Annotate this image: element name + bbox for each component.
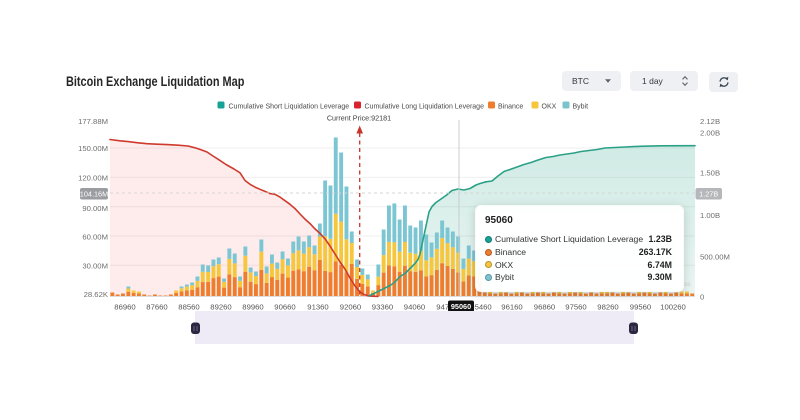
svg-text:150.00M: 150.00M	[78, 144, 108, 153]
svg-text:1.27B: 1.27B	[699, 189, 718, 198]
svg-text:Cumulative Long Liquidation Le: Cumulative Long Liquidation Leverage	[365, 103, 485, 110]
svg-text:120.00M: 120.00M	[78, 173, 108, 182]
svg-text:87660: 87660	[146, 303, 167, 312]
svg-text:89260: 89260	[210, 303, 231, 312]
svg-text:95460: 95460	[470, 303, 491, 312]
svg-text:2.00B: 2.00B	[700, 128, 720, 137]
svg-text:Cumulative Short Liquidation L: Cumulative Short Liquidation Leverage	[229, 103, 350, 110]
svg-text:100260: 100260	[660, 303, 686, 312]
svg-text:90.00M: 90.00M	[82, 204, 108, 213]
svg-text:96160: 96160	[501, 303, 522, 312]
svg-text:60.00M: 60.00M	[82, 232, 108, 241]
svg-text:177.88M: 177.88M	[78, 117, 108, 126]
svg-text:1.50B: 1.50B	[700, 169, 720, 178]
svg-text:90660: 90660	[274, 303, 295, 312]
svg-text:Bybit: Bybit	[573, 103, 589, 110]
svg-text:94760: 94760	[436, 303, 457, 312]
svg-text:94060: 94060	[404, 303, 425, 312]
svg-text:97560: 97560	[565, 303, 586, 312]
svg-text:Current Price:92181: Current Price:92181	[327, 114, 391, 123]
svg-text:88560: 88560	[178, 303, 199, 312]
svg-text:2.12B: 2.12B	[700, 117, 720, 126]
svg-text:89960: 89960	[242, 303, 263, 312]
svg-text:28.62K: 28.62K	[84, 290, 109, 299]
svg-text:Binance: Binance	[498, 103, 523, 110]
svg-text:0: 0	[700, 292, 704, 301]
svg-text:91360: 91360	[307, 303, 328, 312]
svg-text:500.00M: 500.00M	[700, 252, 730, 261]
svg-text:OKX: OKX	[542, 103, 557, 110]
svg-text:93360: 93360	[372, 303, 393, 312]
svg-text:104.16M: 104.16M	[80, 189, 108, 198]
svg-text:ss: ss	[684, 281, 691, 288]
svg-text:86960: 86960	[114, 303, 135, 312]
svg-text:96860: 96860	[534, 303, 555, 312]
svg-text:99560: 99560	[630, 303, 651, 312]
svg-text:1.00B: 1.00B	[700, 211, 720, 220]
svg-text:92060: 92060	[340, 303, 361, 312]
svg-text:30.00M: 30.00M	[82, 261, 108, 270]
svg-text:95060: 95060	[451, 302, 471, 311]
svg-text:98260: 98260	[597, 303, 618, 312]
